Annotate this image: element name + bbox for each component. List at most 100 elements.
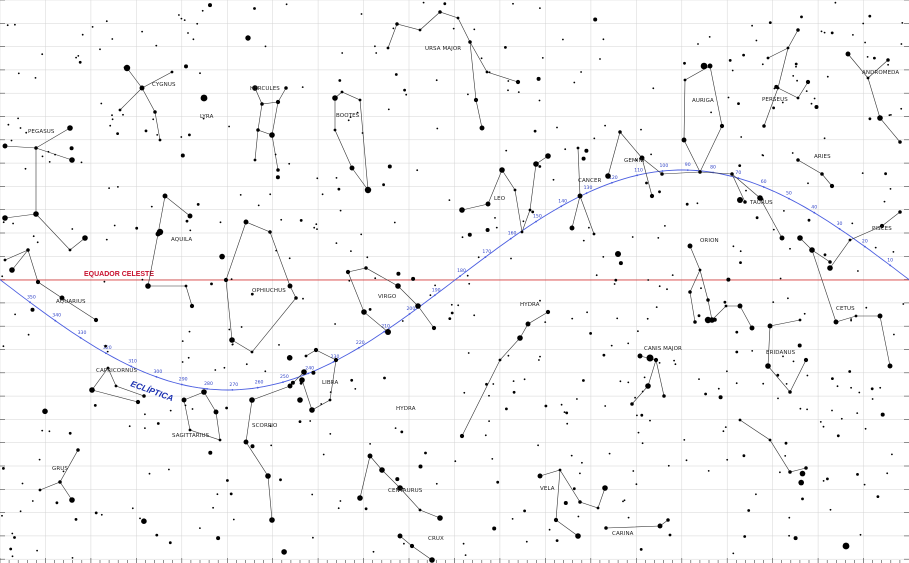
star [361,132,364,134]
star [485,382,488,386]
star [879,386,882,389]
ecliptic-degree-label: 260 [255,380,264,386]
star [762,124,766,128]
bright-star [615,251,621,257]
star [299,377,305,383]
star [473,97,479,103]
star [762,382,765,385]
star [637,330,639,333]
star [765,363,771,369]
star [666,288,668,291]
constellation-name: BOOTES [336,113,360,119]
star [309,420,312,422]
star [74,518,78,521]
star [395,283,401,289]
star [781,101,784,104]
star [116,132,119,136]
star [795,65,797,68]
star [264,370,267,373]
ecliptic-degree-label: 90 [685,162,691,168]
star [395,477,400,482]
constellation-names: URSA MAJOR CYGNUS LYRA HERCULES PEGASUS BOOTE… [28,46,899,542]
star [225,406,229,410]
star [545,309,551,315]
star [180,17,183,20]
ecliptic-degree-label: 180 [457,268,466,274]
star [870,387,874,391]
star [285,3,288,6]
star [848,238,852,242]
star [539,7,541,9]
star [531,210,535,214]
star [364,507,368,511]
star [361,309,367,315]
star [1,275,4,278]
star [528,208,532,212]
star [208,450,213,455]
star [313,226,316,229]
star [437,515,443,521]
star [213,409,219,415]
star [787,297,789,300]
star [848,370,852,373]
star [467,352,470,354]
star [394,427,397,429]
star [637,353,643,359]
star [69,146,74,151]
star [739,250,742,253]
star [401,320,404,322]
star [593,17,598,22]
star [496,480,500,484]
star [386,46,390,50]
star [30,307,35,312]
star [243,219,249,225]
constellation-line [641,157,653,197]
star [740,136,743,138]
star [374,277,377,280]
star [418,28,422,32]
star [41,155,44,158]
star [286,355,293,361]
star [541,57,544,59]
star [329,433,332,435]
star [290,380,295,385]
star [700,287,702,290]
star [41,53,44,56]
ecliptic-degree-label: 320 [103,345,112,351]
constellation-line [254,129,259,161]
star [184,404,187,407]
star [180,136,183,138]
star [311,493,314,496]
star [156,134,159,136]
star [900,43,903,45]
star [732,245,735,248]
constellation-line [469,41,483,129]
star [354,388,357,390]
star [153,110,157,114]
star [148,472,151,475]
star [269,425,272,427]
star [392,27,395,30]
star [340,90,344,94]
star [103,280,106,283]
star [462,542,465,545]
star [196,22,199,25]
star [405,93,408,96]
star [863,483,866,486]
bright-star [385,329,391,335]
star [854,314,858,318]
star [772,301,775,303]
star [772,106,775,110]
star [602,38,605,41]
star [464,554,467,556]
star [144,413,146,416]
ecliptic-marker [358,346,360,349]
star [785,383,788,385]
star [269,132,275,138]
star [877,115,883,121]
ecliptic-degree-label: 160 [508,231,517,237]
star [332,95,338,101]
star [504,46,507,49]
star [214,369,217,371]
star [48,430,51,433]
